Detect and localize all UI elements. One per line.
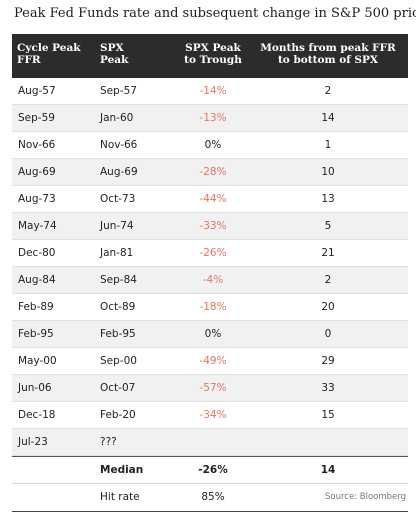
months-to-bottom-cell: 13	[321, 193, 335, 205]
hit-rate-label: Hit rate	[100, 491, 140, 503]
months-to-bottom-cell: 10	[321, 166, 335, 178]
months-to-bottom-cell: 20	[321, 301, 335, 313]
table-row: Aug-84 Sep-84 -4% 2	[12, 267, 408, 294]
header-cycle-peak-ffr: Cycle Peak FFR	[17, 42, 97, 66]
median-months: 14	[320, 464, 336, 476]
spx-peak-cell: Sep-57	[100, 85, 137, 97]
table-row: Dec-80 Jan-81 -26% 21	[12, 240, 408, 267]
header-line: to Trough	[184, 54, 242, 66]
data-table: Cycle Peak FFR SPX Peak SPX Peak to Trou…	[12, 34, 408, 512]
cycle-peak-ffr-cell: Aug-57	[18, 85, 56, 97]
cycle-peak-ffr-cell: May-00	[18, 355, 57, 367]
cycle-peak-ffr-cell: Dec-18	[18, 409, 56, 421]
peak-to-trough-cell: -13%	[199, 112, 227, 124]
header-line: Cycle Peak	[17, 42, 81, 54]
peak-to-trough-cell: -28%	[199, 166, 227, 178]
months-to-bottom-cell: 0	[324, 328, 332, 340]
spx-peak-cell: Feb-95	[100, 328, 136, 340]
cycle-peak-ffr-cell: Feb-89	[18, 301, 54, 313]
spx-peak-cell: Aug-69	[100, 166, 138, 178]
header-line: Peak	[100, 54, 129, 66]
peak-to-trough-cell: -26%	[199, 247, 227, 259]
spx-peak-cell: Sep-84	[100, 274, 137, 286]
months-to-bottom-cell: 2	[324, 85, 332, 97]
table-body: Aug-57 Sep-57 -14% 2 Sep-59 Jan-60 -13% 14 Nov-6…	[12, 78, 408, 456]
months-to-bottom-cell: 33	[321, 382, 335, 394]
spx-peak-cell: ???	[100, 436, 117, 448]
spx-peak-cell: Oct-73	[100, 193, 136, 205]
table-row: Sep-59 Jan-60 -13% 14	[12, 105, 408, 132]
header-spx-peak: SPX Peak	[100, 42, 170, 66]
median-change: -26%	[198, 464, 228, 476]
peak-to-trough-cell: -18%	[199, 301, 227, 313]
table-row: Aug-73 Oct-73 -44% 13	[12, 186, 408, 213]
table-row: Dec-18 Feb-20 -34% 15	[12, 402, 408, 429]
header-spx-peak-to-trough: SPX Peak to Trough	[174, 42, 252, 66]
spx-peak-cell: Oct-07	[100, 382, 136, 394]
spx-peak-cell: Oct-89	[100, 301, 136, 313]
table-row: Nov-66 Nov-66 0% 1	[12, 132, 408, 159]
source-note: Source: Bloomberg	[325, 492, 406, 502]
cycle-peak-ffr-cell: Jun-06	[18, 382, 52, 394]
chart-title: Peak Fed Funds rate and subsequent chang…	[14, 6, 416, 21]
months-to-bottom-cell: 1	[324, 139, 332, 151]
months-to-bottom-cell: 2	[324, 274, 332, 286]
table-row: May-74 Jun-74 -33% 5	[12, 213, 408, 240]
cycle-peak-ffr-cell: Aug-69	[18, 166, 56, 178]
months-to-bottom-cell: 29	[321, 355, 335, 367]
header-line: Months from peak FFR	[260, 42, 396, 54]
table-row: Aug-69 Aug-69 -28% 10	[12, 159, 408, 186]
median-row: Median -26% 14	[12, 456, 408, 484]
peak-to-trough-cell: -4%	[202, 274, 224, 286]
table-row: Jul-23???	[12, 429, 408, 456]
peak-to-trough-cell: -57%	[199, 382, 227, 394]
spx-peak-cell: Jan-60	[100, 112, 134, 124]
cycle-peak-ffr-cell: Aug-73	[18, 193, 56, 205]
months-to-bottom-cell: 15	[321, 409, 335, 421]
months-to-bottom-cell: 21	[321, 247, 335, 259]
spx-peak-cell: Jan-81	[100, 247, 134, 259]
months-to-bottom-cell: 14	[321, 112, 335, 124]
spx-peak-cell: Sep-00	[100, 355, 137, 367]
cycle-peak-ffr-cell: Jul-23	[18, 436, 48, 448]
table-row: Feb-89 Oct-89 -18% 20	[12, 294, 408, 321]
median-label: Median	[100, 464, 144, 476]
header-months-to-bottom: Months from peak FFR to bottom of SPX	[258, 42, 398, 66]
cycle-peak-ffr-cell: Feb-95	[18, 328, 54, 340]
peak-to-trough-cell: -14%	[199, 85, 227, 97]
cycle-peak-ffr-cell: Aug-84	[18, 274, 56, 286]
peak-to-trough-cell: -44%	[199, 193, 227, 205]
cycle-peak-ffr-cell: May-74	[18, 220, 57, 232]
header-line: SPX Peak	[185, 42, 241, 54]
header-line: FFR	[17, 54, 41, 66]
hit-rate-value: 85%	[201, 491, 225, 503]
table-row: May-00 Sep-00 -49% 29	[12, 348, 408, 375]
cycle-peak-ffr-cell: Nov-66	[18, 139, 56, 151]
peak-to-trough-cell: -34%	[199, 409, 227, 421]
header-line: SPX	[100, 42, 124, 54]
cycle-peak-ffr-cell: Dec-80	[18, 247, 56, 259]
header-line: to bottom of SPX	[277, 54, 379, 66]
months-to-bottom-cell: 5	[324, 220, 332, 232]
table-header: Cycle Peak FFR SPX Peak SPX Peak to Trou…	[12, 34, 408, 78]
spx-peak-cell: Nov-66	[100, 139, 138, 151]
peak-to-trough-cell: 0%	[204, 328, 222, 340]
peak-to-trough-cell: 0%	[204, 139, 222, 151]
table-row: Aug-57 Sep-57 -14% 2	[12, 78, 408, 105]
table-row: Jun-06 Oct-07 -57% 33	[12, 375, 408, 402]
spx-peak-cell: Feb-20	[100, 409, 136, 421]
spx-peak-cell: Jun-74	[100, 220, 134, 232]
peak-to-trough-cell: -33%	[199, 220, 227, 232]
table-row: Feb-95 Feb-95 0% 0	[12, 321, 408, 348]
cycle-peak-ffr-cell: Sep-59	[18, 112, 55, 124]
peak-to-trough-cell: -49%	[199, 355, 227, 367]
